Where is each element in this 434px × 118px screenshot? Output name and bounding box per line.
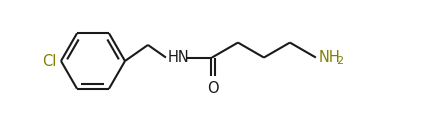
Text: HN: HN — [168, 50, 189, 65]
Text: O: O — [207, 81, 218, 96]
Text: 2: 2 — [335, 56, 342, 66]
Text: NH: NH — [318, 50, 340, 65]
Text: Cl: Cl — [43, 53, 57, 69]
